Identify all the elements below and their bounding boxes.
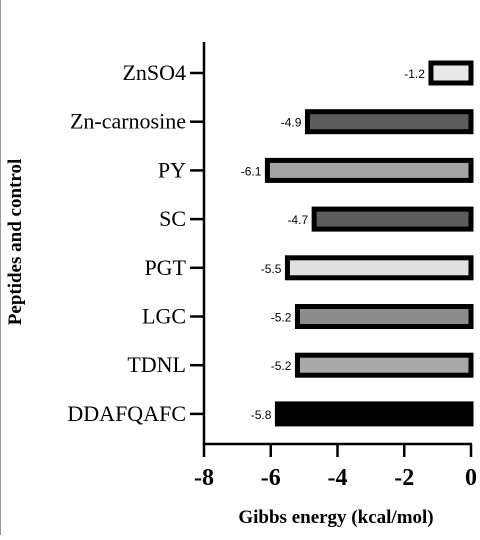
x-tick-label: -8 — [194, 465, 214, 491]
y-tick-label: PY — [158, 157, 186, 182]
x-tick-label: -4 — [328, 465, 348, 491]
left-border-line — [0, 0, 1, 535]
y-tick-label: Zn-carnosine — [70, 109, 186, 134]
x-tick-label: 0 — [465, 465, 477, 491]
y-tick-label: TDNL — [127, 352, 186, 377]
bar-value-label: -4.9 — [281, 116, 302, 130]
y-tick-label: ZnSO4 — [122, 60, 186, 85]
x-axis: -8 -6 -4 -2 0 — [194, 442, 477, 491]
bar-sc — [311, 206, 474, 232]
bar-value-label: -5.2 — [271, 359, 292, 373]
y-tick-label: DDAFQAFC — [67, 401, 186, 426]
x-tick-label: -6 — [261, 465, 281, 491]
y-tick-label: LGC — [142, 304, 186, 329]
x-tick-label: -2 — [394, 465, 414, 491]
bar-ddafqafc — [274, 401, 474, 427]
y-axis: ZnSO4 Zn-carnosine PY SC PGT LGC TDNL DDAFQAFC — [67, 42, 206, 445]
bar-value-label: -5.2 — [271, 311, 292, 325]
y-tick-label: PGT — [144, 255, 186, 280]
bar-value-label: -6.1 — [241, 164, 262, 178]
bar-value-label: -5.5 — [261, 262, 282, 276]
bar-lgc — [294, 304, 474, 329]
bar-zn-carnosine — [304, 109, 474, 135]
bar-value-label: -4.7 — [287, 213, 308, 227]
bar-tdnl — [294, 352, 474, 378]
y-tick-label: SC — [159, 206, 186, 231]
bars-layer — [264, 60, 474, 427]
bar-pgt — [284, 255, 474, 281]
bar-value-label: -5.8 — [251, 408, 272, 422]
value-labels-layer: -1.2 -4.9 -6.1 -4.7 -5.5 -5.2 -5.2 -5.8 — [241, 67, 426, 422]
x-axis-title: Gibbs energy (kcal/mol) — [238, 507, 433, 528]
y-axis-title: Peptides and control — [5, 159, 26, 325]
bar-py — [264, 157, 474, 183]
bar-value-label: -1.2 — [404, 67, 425, 81]
bar-znso4 — [428, 60, 474, 86]
